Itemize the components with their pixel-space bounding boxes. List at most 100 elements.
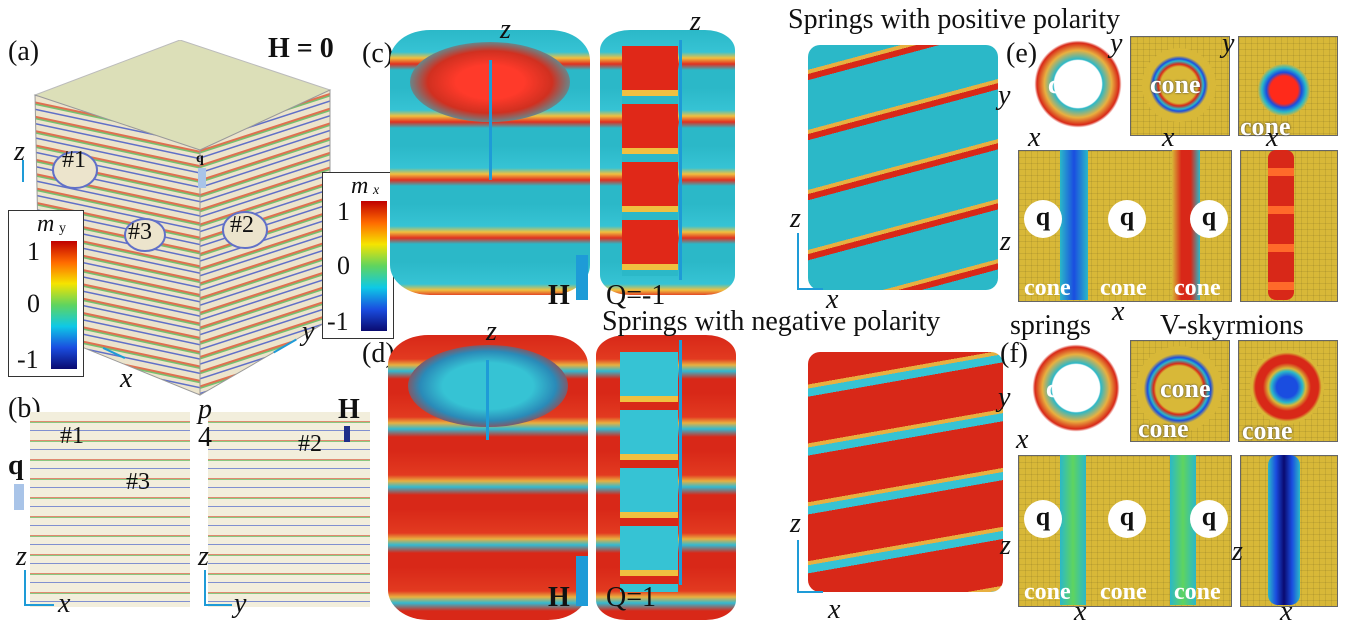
axis-z-f: z (1000, 530, 1011, 561)
axis-x-d: x (828, 594, 841, 625)
heading-negative: Springs with negative polarity (602, 306, 941, 337)
axis-z-e: z (1000, 226, 1011, 257)
colorbar-mx: m x 1 0 -1 (322, 172, 394, 339)
cone-f3: cone (1138, 414, 1189, 443)
colorbar-mx-title: m (351, 173, 369, 199)
spring-c (808, 45, 998, 290)
q-circle-f1: q (1024, 500, 1062, 538)
spring-d (808, 352, 1003, 592)
axis-z-d3: z (790, 508, 801, 539)
cone-e3: cone (1240, 112, 1291, 141)
cone-e4: cone (1024, 275, 1071, 301)
y-axis-b-icon (204, 604, 232, 606)
axis-x-b: x (58, 588, 71, 619)
cone-e1: cone (1048, 70, 1099, 99)
ring-e2 (1142, 48, 1216, 122)
domain-b-1: #1 (60, 423, 84, 449)
axis-z-c1: z (500, 14, 511, 45)
stripe-e1 (1060, 150, 1088, 300)
axis-x-e1: x (1028, 122, 1041, 153)
z-axis-c3-icon (797, 233, 799, 289)
axis-z-b-right: z (198, 541, 209, 572)
axis-x-e4: x (1112, 296, 1125, 327)
axis-z-c2: z (690, 6, 701, 37)
heading-positive: Springs with positive polarity (788, 4, 1121, 35)
panel-label-f: (f) (1000, 338, 1028, 369)
q-circle-e1: q (1024, 200, 1062, 238)
z-axis-d2-icon (679, 340, 682, 585)
stripe-f2 (1170, 455, 1196, 605)
colorbar-mx-max: 1 (337, 197, 350, 226)
cylinder-c-inner (622, 46, 678, 276)
cone-e5: cone (1100, 275, 1147, 301)
cube-illustration (33, 40, 332, 396)
q-circle-f2: q (1108, 500, 1146, 538)
period-4: 4 (198, 422, 212, 453)
x-axis-c-icon (797, 288, 823, 290)
axis-z-b-left: z (16, 541, 27, 572)
z-axis-b-right-icon (204, 570, 206, 606)
axis-x-f1: x (1016, 424, 1029, 455)
colorbar-my: m y 1 0 -1 (8, 210, 84, 377)
stripe-e3 (1268, 150, 1294, 300)
z-axis-c-icon (489, 60, 492, 180)
panel-label-c: (c) (362, 38, 394, 69)
axis-y-f1: y (998, 382, 1011, 413)
axis-x-f5: x (1280, 596, 1293, 627)
axis-y-e1: y (998, 80, 1011, 111)
axis-x-c: x (826, 284, 839, 315)
period-p: p (198, 394, 212, 425)
z-axis-b-left-icon (24, 570, 26, 606)
q-circle-f3: q (1190, 500, 1228, 538)
charge-c: Q=-1 (606, 280, 666, 311)
axis-x-e3: x (1266, 122, 1279, 153)
field-label: H = 0 (268, 33, 334, 64)
cone-f7: cone (1174, 579, 1221, 605)
axis-x-a: x (120, 363, 133, 394)
stripe-f3 (1268, 455, 1300, 605)
axis-z-a: z (14, 136, 25, 167)
ring-f2 (1136, 346, 1222, 432)
panel-label-e: (e) (1006, 38, 1038, 69)
cone-f4: cone (1242, 416, 1293, 445)
ring-f (1032, 344, 1120, 432)
cone-e2: cone (1150, 70, 1201, 99)
cylinder-d-inner (620, 352, 678, 592)
charge-d: Q=1 (606, 582, 657, 613)
axis-y-e2: y (1110, 28, 1123, 59)
z-axis-arrow-icon (22, 160, 24, 182)
colorbar-my-title: m (37, 211, 55, 237)
q-circle-e3: q (1190, 200, 1228, 238)
q-circle-e2: q (1108, 200, 1146, 238)
domain-b-2: #2 (298, 431, 322, 457)
ring-e (1034, 40, 1122, 128)
field-H-b: H (338, 394, 360, 425)
cone-f1: cone (1046, 374, 1097, 403)
colorbar-my-sub: y (59, 221, 66, 236)
axis-z-c3: z (790, 203, 801, 234)
cone-f2: cone (1160, 374, 1211, 403)
z-axis-d-icon (486, 360, 489, 440)
slice-xz (30, 412, 190, 607)
z-axis-c2-icon (679, 40, 682, 280)
cone-f5: cone (1024, 579, 1071, 605)
axis-y-e3: y (1222, 28, 1235, 59)
axis-z-f2: z (1232, 536, 1243, 567)
axis-z-d1: z (486, 316, 497, 347)
field-H-c: H (548, 280, 570, 311)
q-label-a: q (196, 151, 204, 166)
core-f3 (1250, 350, 1324, 424)
axis-x-e2: x (1162, 122, 1175, 153)
cone-e6: cone (1174, 275, 1221, 301)
axis-y-a: y (302, 316, 315, 347)
colorbar-mx-sub: x (373, 183, 380, 198)
q-arrow-icon (198, 168, 206, 188)
x-axis-d-icon (797, 591, 823, 593)
field-arrow-c-icon (576, 255, 588, 300)
cone-f6: cone (1100, 579, 1147, 605)
colorbar-mx-mid: 0 (337, 251, 350, 280)
axis-y-b: y (234, 588, 247, 619)
axis-x-f4: x (1074, 596, 1087, 627)
colorbar-my-mid: 0 (27, 289, 40, 318)
domain-3: #3 (128, 219, 152, 245)
